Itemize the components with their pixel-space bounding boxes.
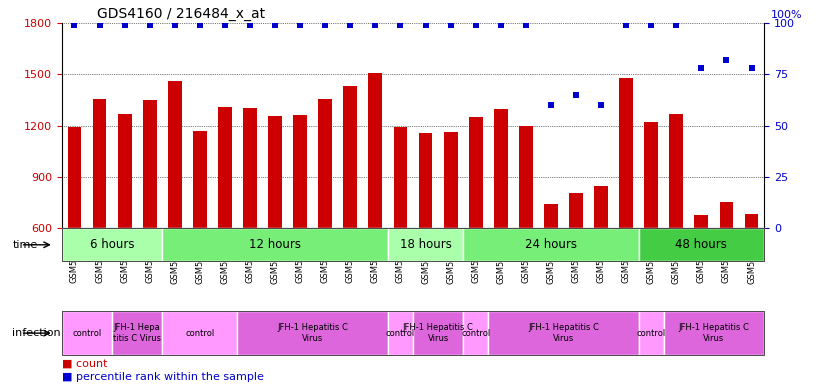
Text: control: control xyxy=(637,329,666,338)
Text: JFH-1 Hepa
titis C Virus: JFH-1 Hepa titis C Virus xyxy=(113,323,161,343)
Bar xyxy=(463,228,638,261)
Bar xyxy=(318,99,332,228)
Text: JFH-1 Hepatitis C
Virus: JFH-1 Hepatitis C Virus xyxy=(402,323,473,343)
Text: control: control xyxy=(73,329,102,338)
Point xyxy=(193,22,206,28)
Point xyxy=(544,102,558,108)
Text: ■ count: ■ count xyxy=(62,359,107,369)
Bar xyxy=(469,117,482,228)
Bar xyxy=(112,311,162,355)
Point xyxy=(293,22,306,28)
Bar xyxy=(413,311,463,355)
Text: 24 hours: 24 hours xyxy=(525,238,577,251)
Text: 48 hours: 48 hours xyxy=(676,238,728,251)
Text: ■ percentile rank within the sample: ■ percentile rank within the sample xyxy=(62,372,263,382)
Point xyxy=(93,22,107,28)
Bar xyxy=(162,228,388,261)
Bar xyxy=(463,311,488,355)
Bar xyxy=(193,131,206,228)
Bar xyxy=(168,81,182,228)
Bar xyxy=(569,192,583,228)
Bar xyxy=(293,115,307,228)
Point xyxy=(68,22,81,28)
Text: control: control xyxy=(461,329,491,338)
Point xyxy=(719,57,733,63)
Point xyxy=(419,22,432,28)
Text: infection: infection xyxy=(12,328,61,338)
Bar xyxy=(68,127,82,228)
Point xyxy=(520,22,533,28)
Point xyxy=(469,22,482,28)
Bar xyxy=(388,311,413,355)
Point xyxy=(368,22,382,28)
Bar xyxy=(744,214,758,228)
Point xyxy=(268,22,282,28)
Bar xyxy=(93,99,107,228)
Text: time: time xyxy=(12,240,38,250)
Point xyxy=(595,102,608,108)
Point xyxy=(670,22,683,28)
Point xyxy=(169,22,182,28)
Bar xyxy=(268,116,282,228)
Text: JFH-1 Hepatitis C
Virus: JFH-1 Hepatitis C Virus xyxy=(278,323,348,343)
Bar xyxy=(444,132,458,228)
Bar xyxy=(62,311,112,355)
Bar xyxy=(419,134,433,228)
Bar xyxy=(388,228,463,261)
Bar xyxy=(544,204,558,228)
Text: 12 hours: 12 hours xyxy=(249,238,301,251)
Point xyxy=(344,22,357,28)
Bar xyxy=(488,311,638,355)
Bar xyxy=(368,73,382,228)
Point xyxy=(745,65,758,71)
Bar xyxy=(393,127,407,228)
Point xyxy=(394,22,407,28)
Bar xyxy=(118,114,131,228)
Bar xyxy=(638,228,764,261)
Point xyxy=(143,22,156,28)
Bar xyxy=(719,202,733,228)
Point xyxy=(218,22,231,28)
Point xyxy=(569,92,582,98)
Bar xyxy=(243,108,257,228)
Text: JFH-1 Hepatitis C
Virus: JFH-1 Hepatitis C Virus xyxy=(678,323,749,343)
Point xyxy=(494,22,507,28)
Text: GDS4160 / 216484_x_at: GDS4160 / 216484_x_at xyxy=(97,7,265,21)
Bar xyxy=(519,126,533,228)
Text: control: control xyxy=(386,329,415,338)
Bar xyxy=(669,114,683,228)
Bar xyxy=(644,122,658,228)
Point xyxy=(620,22,633,28)
Text: 100%: 100% xyxy=(771,10,803,20)
Point xyxy=(118,22,131,28)
Bar xyxy=(695,215,708,228)
Text: 6 hours: 6 hours xyxy=(90,238,135,251)
Bar xyxy=(344,86,357,228)
Point xyxy=(444,22,458,28)
Bar xyxy=(664,311,764,355)
Text: 18 hours: 18 hours xyxy=(400,238,452,251)
Point xyxy=(644,22,657,28)
Bar xyxy=(218,107,232,228)
Bar xyxy=(620,78,633,228)
Point xyxy=(695,65,708,71)
Point xyxy=(319,22,332,28)
Bar xyxy=(143,100,157,228)
Bar xyxy=(162,311,238,355)
Bar xyxy=(594,186,608,228)
Bar xyxy=(238,311,388,355)
Bar xyxy=(494,109,508,228)
Bar xyxy=(638,311,664,355)
Bar xyxy=(62,228,162,261)
Text: control: control xyxy=(185,329,215,338)
Text: JFH-1 Hepatitis C
Virus: JFH-1 Hepatitis C Virus xyxy=(528,323,599,343)
Point xyxy=(244,22,257,28)
